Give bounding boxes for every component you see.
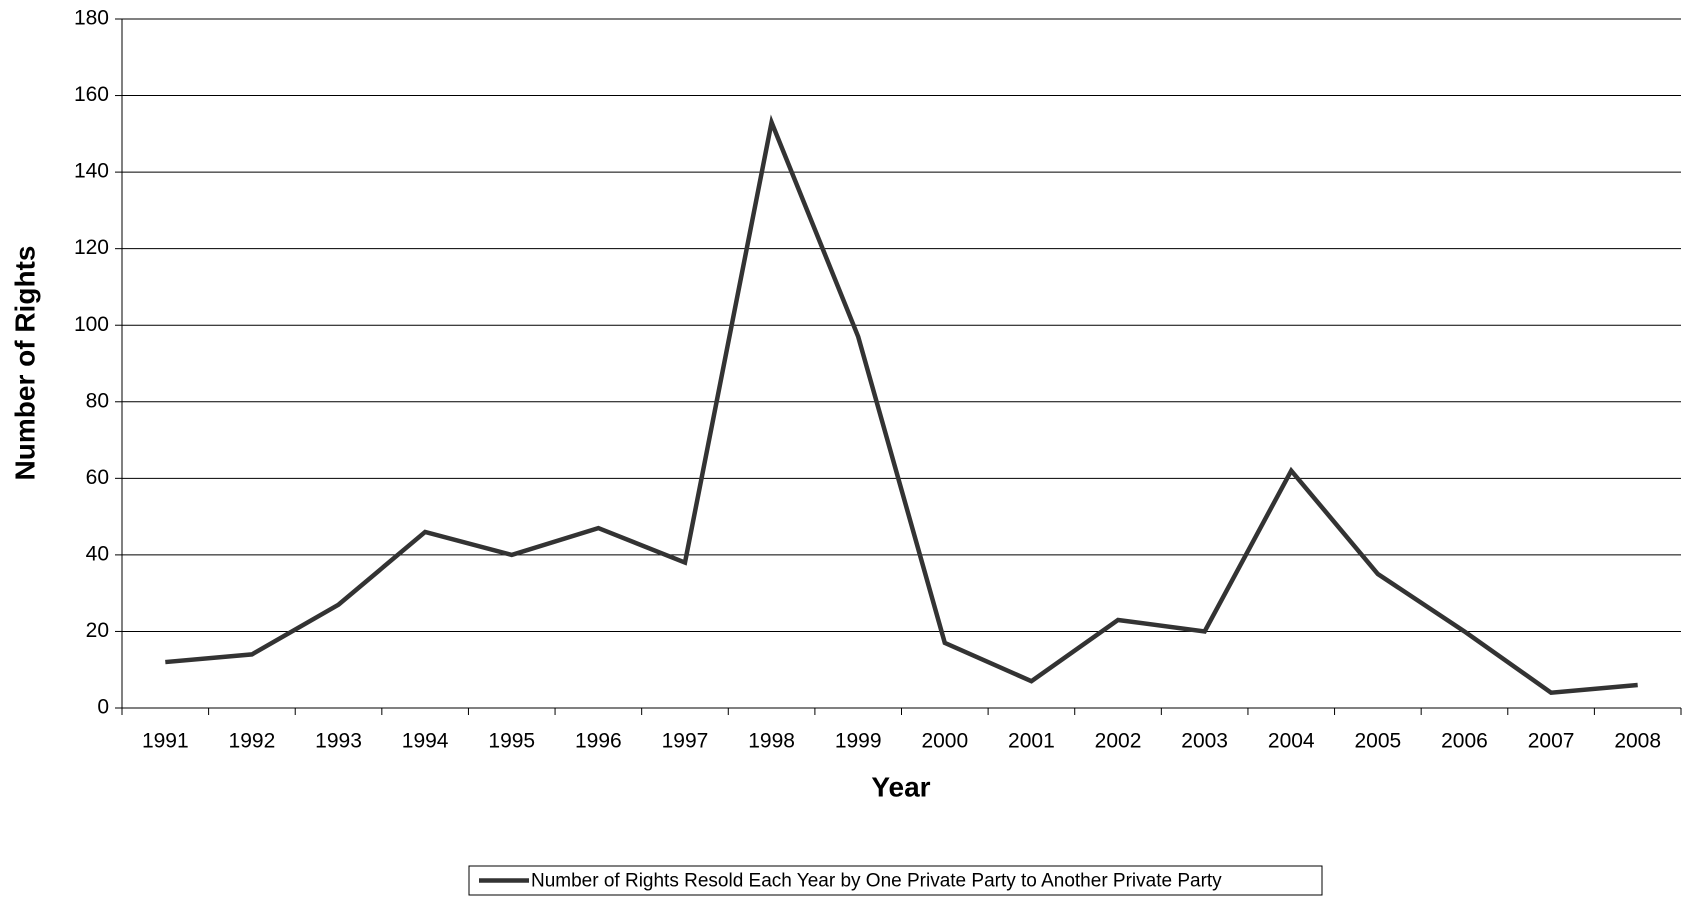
x-tick-label: 2000 bbox=[921, 730, 968, 753]
x-tick-label: 1998 bbox=[748, 730, 795, 753]
y-tick-label: 120 bbox=[74, 236, 109, 259]
y-tick-label: 160 bbox=[74, 83, 109, 106]
x-tick-label: 2008 bbox=[1614, 730, 1661, 753]
x-tick-label: 2005 bbox=[1355, 730, 1402, 753]
y-tick-label: 0 bbox=[97, 696, 109, 719]
y-tick-label: 140 bbox=[74, 160, 109, 183]
x-tick-label: 1993 bbox=[315, 730, 362, 753]
x-tick-label: 1995 bbox=[488, 730, 535, 753]
x-tick-label: 2003 bbox=[1181, 730, 1228, 753]
y-tick-label: 80 bbox=[86, 389, 109, 412]
x-axis-title: Year bbox=[871, 771, 930, 802]
x-tick-label: 2001 bbox=[1008, 730, 1055, 753]
x-tick-label: 1999 bbox=[835, 730, 882, 753]
x-tick-label: 1996 bbox=[575, 730, 622, 753]
y-tick-label: 40 bbox=[86, 542, 109, 565]
y-axis-title: Number of Rights bbox=[9, 246, 40, 481]
x-tick-label: 2006 bbox=[1441, 730, 1488, 753]
x-tick-label: 2004 bbox=[1268, 730, 1315, 753]
y-tick-label: 20 bbox=[86, 619, 109, 642]
x-tick-label: 1994 bbox=[402, 730, 449, 753]
legend-label: Number of Rights Resold Each Year by One… bbox=[531, 871, 1222, 892]
legend-box bbox=[468, 865, 1323, 896]
x-tick-label: 2002 bbox=[1095, 730, 1142, 753]
y-tick-label: 60 bbox=[86, 466, 109, 489]
x-tick-label: 2007 bbox=[1528, 730, 1575, 753]
y-tick-label: 180 bbox=[74, 7, 109, 30]
x-tick-label: 1992 bbox=[229, 730, 276, 753]
y-tick-label: 100 bbox=[74, 313, 109, 336]
x-tick-label: 1997 bbox=[662, 730, 709, 753]
data-line bbox=[165, 114, 1638, 696]
x-tick-label: 1991 bbox=[142, 730, 189, 753]
